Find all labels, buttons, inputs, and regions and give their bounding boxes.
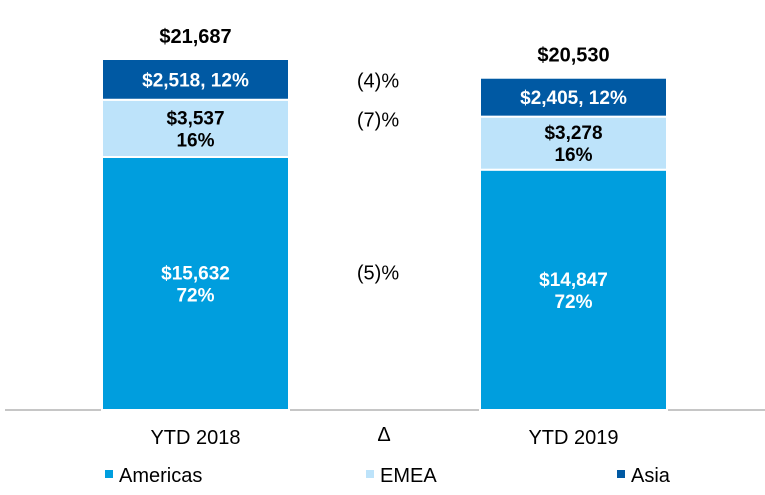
total-label-0: $21,687 xyxy=(159,26,231,48)
data-label-line: 16% xyxy=(554,145,592,166)
data-label-line: 72% xyxy=(554,292,592,313)
data-label-line: $2,518, 12% xyxy=(142,70,249,91)
data-label-line: 72% xyxy=(176,285,214,306)
change-label-americas: (5)% xyxy=(357,262,399,284)
data-label-emea-0: $3,537 16% xyxy=(166,108,224,151)
x-tick-label-0: YTD 2018 xyxy=(150,427,240,449)
data-label-line: $3,537 xyxy=(166,108,224,129)
change-label-asia: (4)% xyxy=(357,70,399,92)
data-label-asia-0: $2,518, 12% xyxy=(142,70,249,91)
change-header-label: Δ xyxy=(377,424,390,446)
legend-swatch-asia xyxy=(617,470,625,478)
data-label-line: $14,847 xyxy=(539,270,608,291)
data-label-line: 16% xyxy=(176,130,214,151)
legend-swatch-americas xyxy=(105,470,113,478)
legend-swatch-emea xyxy=(366,470,374,478)
data-label-asia-1: $2,405, 12% xyxy=(520,88,627,109)
data-label-line: $3,278 xyxy=(544,123,602,144)
x-tick-label-1: YTD 2019 xyxy=(528,427,618,449)
legend-label-asia: Asia xyxy=(631,465,671,487)
legend-label-emea: EMEA xyxy=(380,465,437,487)
legend-label-americas: Americas xyxy=(119,465,202,487)
data-label-americas-1: $14,847 72% xyxy=(539,270,608,313)
bar-asia-1 xyxy=(479,76,668,118)
bar-asia-0 xyxy=(101,58,290,101)
bar-emea-1 xyxy=(479,115,668,171)
data-label-emea-1: $3,278 16% xyxy=(544,123,602,166)
data-label-line: $15,632 xyxy=(161,263,230,284)
data-label-line: $2,405, 12% xyxy=(520,88,627,109)
total-label-1: $20,530 xyxy=(537,45,609,67)
data-label-americas-0: $15,632 72% xyxy=(161,263,230,306)
change-label-emea: (7)% xyxy=(357,109,399,131)
bar-americas-0 xyxy=(101,155,290,411)
